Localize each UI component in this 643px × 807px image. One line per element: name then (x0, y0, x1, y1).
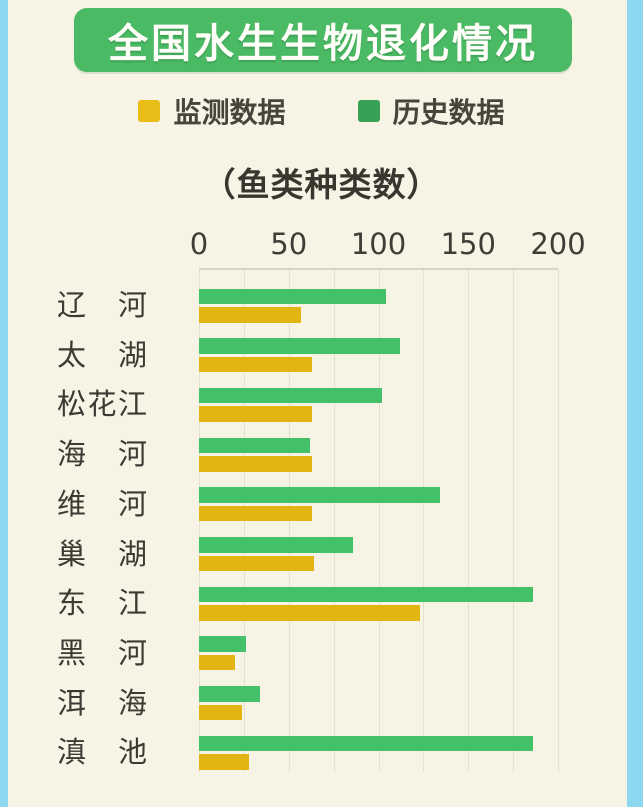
bar-history-维河 (199, 487, 440, 503)
bar-monitoring-维河 (199, 505, 313, 522)
gridline-125 (423, 270, 425, 772)
x-axis: 0 50 100 150 200 (190, 227, 586, 263)
category-label-松花江: 松花江 (57, 387, 147, 422)
bar-monitoring-辽河 (199, 307, 302, 323)
bar-monitoring-滇池 (199, 754, 250, 770)
legend-swatch-history (357, 100, 380, 122)
legend-item-history: 历史数据 (357, 91, 505, 131)
gridline-150 (468, 270, 470, 772)
gridline-200 (558, 270, 559, 772)
gridline-75 (333, 270, 335, 772)
chart-subtitle: （鱼类种类数） (202, 165, 441, 204)
bar-history-滇池 (199, 735, 533, 752)
page-title-banner: 全国水生生物退化情况 (74, 8, 572, 72)
bar-monitoring-东江 (199, 605, 420, 621)
bar-history-松花江 (199, 387, 383, 404)
category-label-洱海: 洱海 (57, 685, 147, 720)
bar-monitoring-洱海 (199, 704, 243, 721)
bar-history-东江 (199, 586, 533, 603)
bar-monitoring-松花江 (199, 406, 313, 422)
chart-legend: 监测数据 历史数据 (0, 95, 643, 129)
bar-monitoring-太湖 (199, 356, 313, 373)
plot-area (199, 268, 559, 772)
x-tick-0: 0 (189, 227, 209, 261)
legend-swatch-monitoring (138, 100, 161, 122)
category-label-东江: 东江 (57, 586, 147, 621)
legend-item-monitoring: 监测数据 (138, 91, 286, 131)
category-label-海河: 海河 (57, 437, 147, 472)
bar-monitoring-黑河 (199, 654, 235, 671)
x-tick-150: 150 (440, 227, 496, 261)
category-label-巢湖: 巢湖 (57, 536, 147, 571)
left-blue-strip (0, 0, 8, 807)
gridline-175 (513, 270, 515, 772)
category-label-滇池: 滇池 (57, 735, 147, 770)
right-blue-strip (627, 0, 643, 807)
category-label-维河: 维河 (57, 486, 147, 521)
legend-label-monitoring: 监测数据 (173, 96, 286, 129)
x-tick-200: 200 (530, 227, 586, 261)
category-label-太湖: 太湖 (57, 337, 147, 372)
legend-label-history: 历史数据 (392, 96, 505, 129)
bar-history-巢湖 (199, 537, 354, 553)
bar-monitoring-巢湖 (199, 555, 314, 571)
category-label-辽河: 辽河 (57, 288, 147, 322)
category-label-黑河: 黑河 (57, 635, 147, 670)
bar-history-太湖 (199, 338, 401, 354)
bar-monitoring-海河 (199, 456, 313, 472)
bar-history-黑河 (199, 636, 246, 652)
x-tick-100: 100 (350, 227, 407, 261)
x-tick-50: 50 (270, 227, 308, 261)
bar-history-洱海 (199, 686, 261, 702)
page-title: 全国水生生物退化情况 (108, 21, 538, 67)
bar-history-海河 (199, 437, 311, 454)
bar-history-辽河 (199, 288, 386, 304)
gridline-100 (378, 270, 380, 772)
